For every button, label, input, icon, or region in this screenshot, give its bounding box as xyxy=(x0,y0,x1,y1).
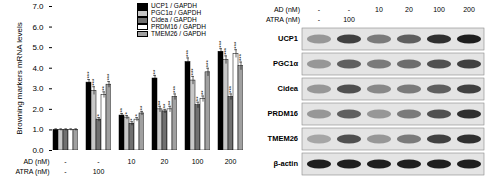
svg-text:PGC1α: PGC1α xyxy=(273,59,298,68)
svg-text:10: 10 xyxy=(128,158,136,165)
svg-text:3.0: 3.0 xyxy=(32,84,44,93)
html-text:Cidea / GAPDH: Cidea / GAPDH xyxy=(151,15,197,23)
svg-text:Cidea: Cidea xyxy=(278,84,299,93)
svg-text:100: 100 xyxy=(433,6,445,13)
html-text:TMEM26 / GAPDH: TMEM26 / GAPDH xyxy=(151,29,206,37)
svg-text:7.0: 7.0 xyxy=(32,2,44,11)
svg-text:*: * xyxy=(96,114,102,117)
html-text:PGC1α / GAPDH: PGC1α / GAPDH xyxy=(151,8,202,16)
svg-text:1.0: 1.0 xyxy=(32,125,44,134)
html-text:PRDM16 / GAPDH: PRDM16 / GAPDH xyxy=(151,22,206,30)
svg-text:-: - xyxy=(64,168,67,175)
svg-text:β-actin: β-actin xyxy=(273,159,298,168)
svg-text:200: 200 xyxy=(463,6,475,13)
svg-text:*: * xyxy=(134,114,140,117)
svg-text:**: ** xyxy=(195,96,201,101)
svg-text:**: ** xyxy=(200,90,206,95)
svg-text:Browning markers mRNA levels: Browning markers mRNA levels xyxy=(15,22,24,134)
svg-text:*: * xyxy=(129,118,135,121)
svg-text:100: 100 xyxy=(343,16,355,23)
svg-text:6.0: 6.0 xyxy=(32,23,44,32)
svg-text:-: - xyxy=(64,158,67,165)
svg-text:-: - xyxy=(97,158,100,165)
svg-text:20: 20 xyxy=(405,6,413,13)
svg-text:**: ** xyxy=(119,107,125,112)
svg-text:***: *** xyxy=(218,40,224,48)
svg-text:***: *** xyxy=(228,85,234,93)
svg-text:***: *** xyxy=(185,49,191,57)
svg-text:100: 100 xyxy=(93,168,105,175)
svg-text:2.0: 2.0 xyxy=(32,105,44,114)
svg-text:**: ** xyxy=(152,69,158,74)
svg-text:***: *** xyxy=(223,47,229,55)
svg-text:-: - xyxy=(318,16,321,23)
svg-text:**: ** xyxy=(101,86,107,91)
svg-text:***: *** xyxy=(172,85,178,93)
svg-text:***: *** xyxy=(106,73,112,81)
svg-text:*: * xyxy=(124,112,130,115)
svg-text:200: 200 xyxy=(225,158,237,165)
svg-text:***: *** xyxy=(86,71,92,79)
svg-text:-: - xyxy=(348,6,351,13)
svg-text:***: *** xyxy=(91,78,97,86)
svg-text:10: 10 xyxy=(375,6,383,13)
svg-text:4.0: 4.0 xyxy=(32,64,44,73)
svg-text:5.0: 5.0 xyxy=(32,43,44,52)
svg-text:-: - xyxy=(318,6,321,13)
svg-text:UCP1: UCP1 xyxy=(278,34,298,43)
svg-text:100: 100 xyxy=(192,158,204,165)
svg-text:ATRA (nM): ATRA (nM) xyxy=(266,16,300,24)
svg-text:**: ** xyxy=(167,100,173,105)
svg-text:***: *** xyxy=(190,68,196,76)
svg-text:***: *** xyxy=(205,60,211,68)
svg-text:20: 20 xyxy=(161,158,169,165)
svg-text:PRDM16: PRDM16 xyxy=(268,109,298,118)
svg-text:**: ** xyxy=(139,105,145,110)
html-text:UCP1 / GAPDH: UCP1 / GAPDH xyxy=(151,2,197,9)
svg-text:***: *** xyxy=(238,53,244,61)
svg-text:0.0: 0.0 xyxy=(32,146,44,155)
svg-text:***: *** xyxy=(233,41,239,49)
svg-text:AD (nM): AD (nM) xyxy=(23,158,49,166)
svg-text:TMEM26: TMEM26 xyxy=(268,134,298,143)
svg-text:ATRA (nM): ATRA (nM) xyxy=(15,168,49,176)
svg-text:AD (nM): AD (nM) xyxy=(274,6,300,14)
